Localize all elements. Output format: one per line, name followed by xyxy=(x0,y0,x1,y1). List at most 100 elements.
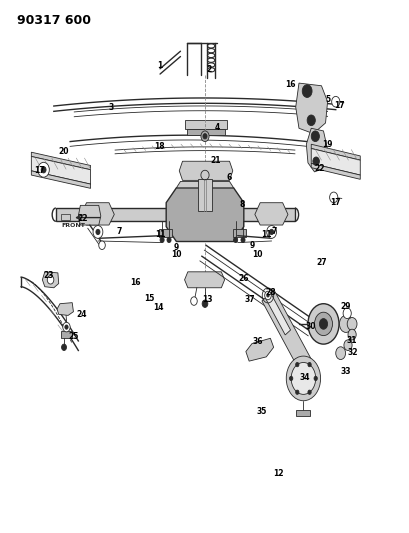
Polygon shape xyxy=(254,203,287,225)
Text: 24: 24 xyxy=(76,310,87,319)
Polygon shape xyxy=(42,272,58,288)
Polygon shape xyxy=(296,410,310,416)
Text: 22: 22 xyxy=(313,164,324,173)
Circle shape xyxy=(96,229,100,235)
Polygon shape xyxy=(245,338,273,361)
Text: 22: 22 xyxy=(77,214,88,223)
Polygon shape xyxy=(159,229,172,237)
Circle shape xyxy=(313,376,317,381)
Text: 12: 12 xyxy=(273,470,283,478)
Text: 4: 4 xyxy=(214,123,219,132)
Polygon shape xyxy=(261,290,311,370)
Circle shape xyxy=(190,297,197,305)
Circle shape xyxy=(200,131,209,142)
Circle shape xyxy=(93,225,103,238)
Polygon shape xyxy=(31,157,90,184)
Circle shape xyxy=(202,300,207,308)
Polygon shape xyxy=(78,205,101,225)
Text: 16: 16 xyxy=(130,278,140,287)
Polygon shape xyxy=(184,272,224,288)
Circle shape xyxy=(264,291,271,300)
Text: 27: 27 xyxy=(315,258,326,266)
Text: 26: 26 xyxy=(238,273,248,282)
Text: 31: 31 xyxy=(345,336,356,345)
Text: 17: 17 xyxy=(334,101,344,110)
Text: 9: 9 xyxy=(173,244,179,253)
Text: 33: 33 xyxy=(340,367,351,376)
Circle shape xyxy=(160,237,164,243)
Text: 5: 5 xyxy=(324,94,329,103)
Text: 19: 19 xyxy=(321,140,332,149)
Circle shape xyxy=(47,276,54,284)
Circle shape xyxy=(310,131,319,142)
Polygon shape xyxy=(57,303,73,316)
Circle shape xyxy=(285,356,320,401)
Polygon shape xyxy=(310,164,360,179)
Text: 11: 11 xyxy=(261,230,271,239)
Circle shape xyxy=(342,308,351,319)
Text: 9: 9 xyxy=(249,241,254,250)
Circle shape xyxy=(166,237,171,243)
Circle shape xyxy=(63,322,70,332)
Text: 7: 7 xyxy=(271,228,276,237)
Circle shape xyxy=(41,166,46,173)
Circle shape xyxy=(289,376,292,381)
Polygon shape xyxy=(310,149,360,175)
Circle shape xyxy=(202,134,207,139)
Circle shape xyxy=(38,163,49,177)
Circle shape xyxy=(307,304,338,344)
Text: 11: 11 xyxy=(155,230,165,239)
Polygon shape xyxy=(61,332,72,338)
Polygon shape xyxy=(61,214,70,220)
Circle shape xyxy=(307,362,310,367)
Polygon shape xyxy=(310,144,360,160)
Text: 1: 1 xyxy=(157,61,162,70)
Circle shape xyxy=(290,362,315,394)
Circle shape xyxy=(331,96,339,107)
Polygon shape xyxy=(295,83,327,134)
Text: 10: 10 xyxy=(171,251,181,260)
Text: 14: 14 xyxy=(153,303,163,312)
Text: 23: 23 xyxy=(43,271,54,280)
Polygon shape xyxy=(176,181,233,188)
Polygon shape xyxy=(166,188,243,241)
Text: 2: 2 xyxy=(206,66,211,74)
Circle shape xyxy=(295,362,298,367)
Circle shape xyxy=(312,157,319,165)
Polygon shape xyxy=(306,128,327,172)
Polygon shape xyxy=(31,171,90,188)
Circle shape xyxy=(266,294,269,297)
Circle shape xyxy=(99,241,105,249)
Text: 10: 10 xyxy=(252,251,262,260)
Circle shape xyxy=(335,347,345,360)
Text: 30: 30 xyxy=(304,321,315,330)
Text: 21: 21 xyxy=(210,156,221,165)
Circle shape xyxy=(307,390,310,394)
Text: 20: 20 xyxy=(58,147,69,156)
Circle shape xyxy=(347,329,355,340)
Polygon shape xyxy=(198,179,211,211)
Text: 36: 36 xyxy=(252,337,263,346)
Text: 25: 25 xyxy=(68,332,79,341)
Text: 17: 17 xyxy=(330,198,340,207)
Text: 34: 34 xyxy=(299,373,310,382)
Text: 32: 32 xyxy=(347,348,357,357)
Circle shape xyxy=(314,312,332,336)
Circle shape xyxy=(269,229,273,235)
Text: 18: 18 xyxy=(153,142,164,151)
Text: 90317 600: 90317 600 xyxy=(17,14,91,27)
Text: 17: 17 xyxy=(34,166,45,175)
Polygon shape xyxy=(31,152,90,169)
Text: 7: 7 xyxy=(116,228,121,237)
Text: 15: 15 xyxy=(144,294,154,303)
Text: 29: 29 xyxy=(340,302,351,311)
Circle shape xyxy=(295,390,298,394)
Text: 8: 8 xyxy=(238,200,244,209)
Circle shape xyxy=(301,85,311,98)
Polygon shape xyxy=(179,161,232,180)
Polygon shape xyxy=(265,293,290,335)
Text: 16: 16 xyxy=(285,80,295,89)
Circle shape xyxy=(329,192,337,203)
Circle shape xyxy=(266,225,276,238)
Circle shape xyxy=(240,237,245,243)
